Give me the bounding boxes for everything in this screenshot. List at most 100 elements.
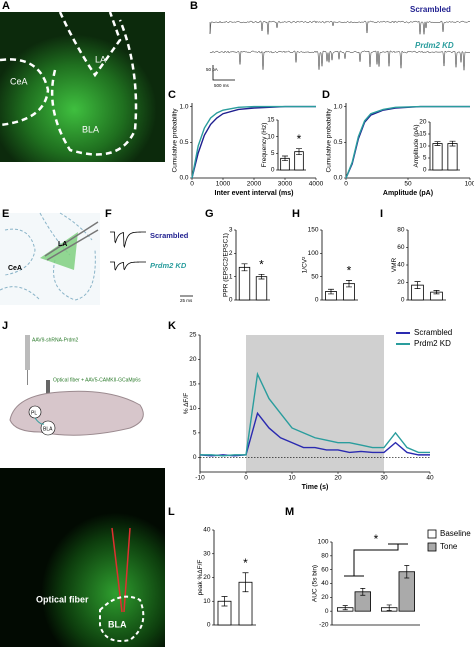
y-tick-label: 100 (308, 250, 319, 257)
schematic-label: PL (31, 410, 37, 416)
y-tick-label: 0 (325, 608, 329, 615)
x-tick-label: 0 (190, 181, 194, 188)
legend-swatch (427, 529, 437, 539)
error-bar (242, 572, 249, 593)
series-line (200, 371, 430, 457)
y-tick-label: 1 (229, 273, 233, 280)
y-tick-label: 0 (315, 297, 319, 304)
trace (110, 261, 146, 271)
region-label: CeA (8, 265, 22, 272)
x-tick-label: 1000 (216, 181, 231, 188)
region-label: CeA (10, 76, 28, 86)
y-axis-label: 1/CV² (302, 256, 309, 273)
y-axis-label: Amplitude (pA) (413, 125, 420, 168)
schematic-label: AAV9-shRNA-Prdm2 (32, 337, 79, 343)
error-bar (433, 290, 440, 295)
error-bar (449, 140, 456, 147)
y-tick-label: 5 (423, 155, 427, 162)
series-line (191, 105, 316, 179)
y-tick-label: 50 (311, 273, 319, 280)
y-tick-label: 40 (397, 262, 405, 269)
panel-letter: A (2, 0, 10, 12)
y-axis-label: PPR (EPSC2/EPSC1) (222, 233, 229, 297)
scale-bar (212, 65, 235, 81)
y-tick-label: 0.0 (179, 175, 188, 182)
y-tick-label: 60 (321, 566, 329, 573)
schematic-label: Optical fiber + AAV5-CAMKII-GCaMp6s (53, 377, 141, 383)
y-tick-label: 40 (321, 580, 329, 587)
y-tick-label: 80 (397, 227, 405, 234)
y-axis-label: Cumulative probability (326, 108, 333, 173)
x-tick-label: 40 (426, 475, 434, 482)
error-bar (296, 148, 302, 156)
legend-label: Prdm2 KD (414, 339, 451, 348)
y-tick-label: 0.5 (333, 139, 342, 146)
y-tick-label: 0.0 (333, 175, 342, 182)
y-tick-label: 1.0 (333, 103, 342, 110)
x-tick-label: 2000 (247, 181, 262, 188)
y-tick-label: 10 (419, 143, 427, 150)
scale-label: 500 ms (214, 83, 230, 88)
y-tick-label: 3 (229, 227, 233, 234)
x-tick-label: 0 (344, 181, 348, 188)
legend-swatch (427, 542, 437, 552)
y-tick-label: 2 (229, 250, 233, 257)
series-line (191, 105, 316, 179)
y-tick-label: 40 (203, 527, 211, 534)
image-label: BLA (108, 619, 127, 629)
y-tick-label: 15 (419, 131, 427, 138)
region-label: BLA (82, 124, 99, 134)
x-tick-label: 0 (244, 475, 248, 482)
brain-image-a: CeA LA BLA (0, 11, 165, 162)
significance: * (243, 556, 248, 570)
y-tick-label: 20 (419, 119, 427, 126)
bar (447, 143, 458, 171)
y-tick-label: 15 (189, 381, 197, 388)
fiber-image: Optical fiber BLA (0, 468, 165, 647)
x-axis-label: Time (s) (302, 484, 329, 491)
y-tick-label: 15 (267, 117, 275, 124)
trace-label: Scrambled (410, 5, 451, 14)
y-axis-label: AUC (5s bin) (312, 565, 319, 602)
panel-letter: C (168, 89, 176, 101)
y-tick-label: 0 (207, 622, 211, 629)
y-tick-label: 20 (189, 356, 197, 363)
image-label: Optical fiber (36, 594, 89, 604)
x-tick-label: 4000 (309, 181, 324, 188)
legend-label: Tone (440, 542, 458, 551)
y-tick-label: 10 (189, 405, 197, 412)
y-tick-label: 10 (267, 133, 275, 140)
y-axis-label: VMR (391, 257, 398, 272)
significance-bracket (344, 543, 408, 577)
scale-label: 50 pA (206, 67, 218, 72)
significance: * (297, 132, 302, 146)
panel-letter: E (2, 208, 9, 220)
y-tick-label: 1.0 (179, 103, 188, 110)
region-label: LA (58, 241, 67, 248)
y-tick-label: 25 (189, 332, 197, 339)
y-tick-label: 100 (318, 539, 329, 546)
y-tick-label: 5 (271, 150, 275, 157)
error-bar (404, 565, 410, 579)
series-line (345, 105, 470, 179)
y-tick-label: 0 (193, 454, 197, 461)
y-axis-label: % ΔF/F (183, 393, 190, 414)
legend-label: Scrambled (414, 328, 452, 337)
x-tick-label: 30 (380, 475, 388, 482)
y-axis-label: peak %ΔF/F (197, 560, 204, 596)
panel-letter: I (380, 208, 383, 220)
y-tick-label: 0.5 (179, 139, 188, 146)
y-tick-label: 150 (308, 227, 319, 234)
x-tick-label: 20 (334, 475, 342, 482)
y-tick-label: 10 (203, 598, 211, 605)
trace (209, 50, 471, 71)
legend-label: Baseline (440, 529, 471, 538)
error-bar (258, 273, 265, 280)
trace-label: Prdm2 KD (415, 41, 454, 50)
y-axis-label: Cumulative probability (172, 108, 179, 173)
x-tick-label: 10 (288, 475, 296, 482)
error-bar (346, 280, 352, 288)
schematic-label: BLA (43, 426, 53, 432)
